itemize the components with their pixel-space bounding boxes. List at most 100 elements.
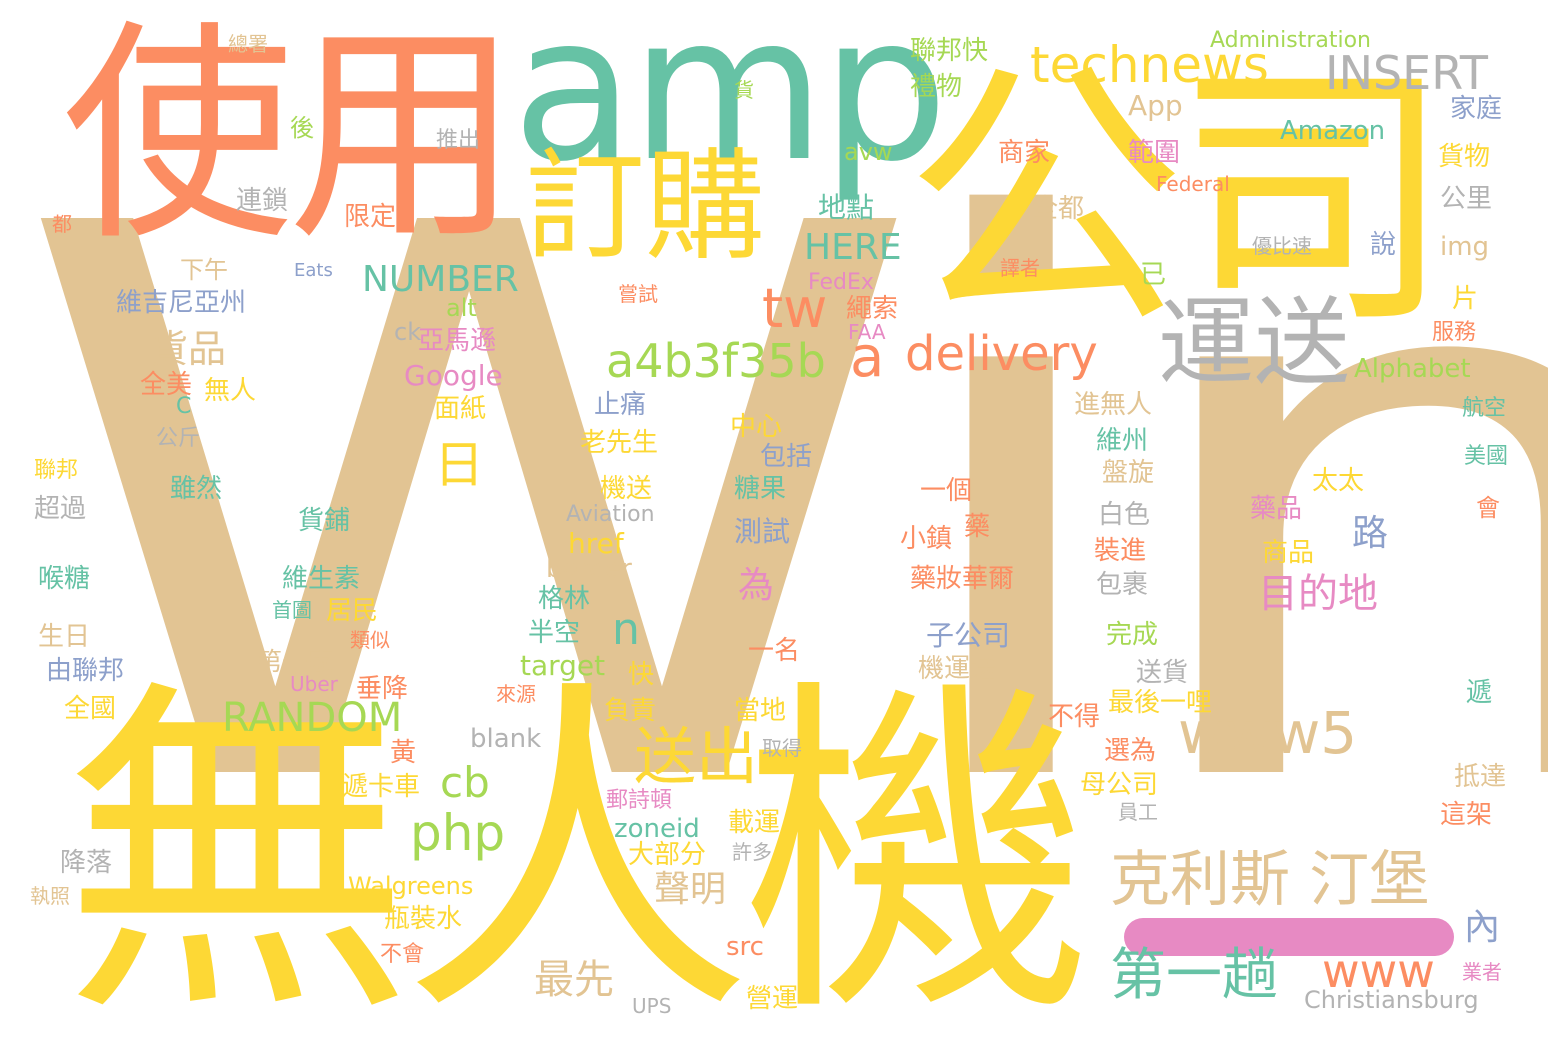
word: 無人機 (62, 651, 1092, 1052)
word: Aviation (566, 502, 655, 527)
word: 已 (1140, 260, 1167, 290)
word: a4b3f35b (606, 334, 826, 388)
word: 都 (52, 212, 72, 236)
word: 業者 (1462, 960, 1502, 984)
word: 路 (1352, 513, 1389, 554)
word: Wing (10, 68, 1548, 952)
word: 全美 (140, 370, 193, 400)
word: 片 (1452, 284, 1479, 314)
word: 第一趟 (1110, 943, 1278, 1008)
word: 聯邦 (34, 458, 79, 483)
word: 這架 (1440, 800, 1493, 830)
word: 格林 (538, 584, 591, 614)
word: 郵詩頓 (606, 788, 673, 813)
word: 亞馬遜 (418, 326, 497, 356)
word: 包裹 (1096, 570, 1149, 600)
word: delivery (905, 326, 1098, 382)
word: 內 (1464, 907, 1501, 948)
word: 貨 (734, 78, 754, 102)
word: 克利斯 汀堡 (1110, 845, 1430, 915)
word: 半空 (528, 618, 581, 648)
word: 範圍 (1128, 138, 1181, 168)
word: 藥品 (1250, 494, 1303, 524)
word: Walgreens (348, 872, 474, 900)
word: 居民 (326, 596, 379, 626)
word: 雖然 (170, 474, 223, 504)
word: 送出 (634, 720, 759, 793)
word: FAA (848, 320, 886, 344)
word: RANDOM (222, 695, 403, 741)
word: 會 (1476, 494, 1500, 522)
word: 家庭 (1450, 94, 1503, 124)
word: 不會 (380, 942, 425, 967)
word: FedEx (808, 270, 874, 295)
word: avw (844, 138, 893, 166)
word: 貨品 (150, 327, 227, 371)
word: 取得 (762, 736, 802, 760)
word: 推出 (436, 128, 481, 153)
word: 生日 (38, 622, 91, 652)
word: 母公司 (1080, 770, 1159, 800)
word: 維生素 (282, 564, 361, 594)
word: 最先 (534, 957, 614, 1003)
word: technews (1030, 36, 1269, 94)
word: 負責 (604, 696, 657, 726)
word: 目的地 (1258, 571, 1378, 617)
word: 來源 (496, 682, 536, 706)
word: 總署 (228, 32, 268, 56)
word: 貨物 (1438, 142, 1491, 172)
word: 下午 (180, 256, 228, 284)
word: 機運送 (918, 654, 997, 684)
word: 使用 (62, 1, 520, 271)
word: 嘗試 (618, 282, 658, 306)
word: 公里 (1440, 184, 1493, 214)
word: 維吉尼亞州 (116, 288, 247, 318)
word: 繩索 (846, 294, 899, 324)
word: 止痛 (594, 390, 647, 420)
word: 全國 (64, 694, 117, 724)
word: App (1128, 89, 1183, 122)
word: 載運 (728, 808, 781, 838)
word: Alphabet (1354, 354, 1471, 384)
word: Federal (1156, 172, 1230, 196)
word: 商品 (1262, 538, 1315, 568)
word: 美國 (1464, 444, 1509, 469)
word: 老先生 (580, 428, 659, 458)
word: 後 (290, 114, 314, 142)
word: 譯者 (1000, 256, 1040, 280)
word: 中心 (730, 412, 783, 442)
word: 測試 (734, 515, 791, 548)
word: amp (512, 0, 948, 206)
word: 日 (434, 436, 484, 494)
word: n (612, 604, 640, 655)
word: 抵達 (1454, 762, 1507, 792)
word: 許多 (732, 840, 772, 864)
word: 遞卡車 (342, 772, 421, 802)
word: C (176, 394, 192, 419)
word: 為 (738, 565, 775, 606)
word: 服務 (1432, 320, 1477, 345)
word: zoneid (614, 814, 700, 844)
word: 盤旋 (1102, 458, 1155, 488)
word: 訂購 (525, 138, 765, 277)
word: img (1440, 232, 1490, 262)
word: 商家 (998, 138, 1051, 168)
decorative-bar (1124, 918, 1454, 956)
word: 藥妝華爾 (910, 564, 1015, 594)
word: 第一家 (256, 648, 335, 678)
word: 快 (628, 660, 655, 690)
word: a (850, 325, 885, 390)
word: 員工 (1118, 800, 1158, 824)
word: href (568, 527, 624, 560)
word: www (1322, 944, 1435, 998)
word: 完成 (1106, 620, 1159, 650)
word: 運送 (1158, 287, 1350, 399)
word: Google (404, 359, 503, 392)
word: 公司 (905, 37, 1453, 363)
word: 包括 (760, 442, 813, 472)
word: 維州 (1096, 426, 1149, 456)
word: php (410, 804, 506, 862)
word: 黃 (390, 738, 417, 768)
word: 垂降 (356, 674, 409, 704)
